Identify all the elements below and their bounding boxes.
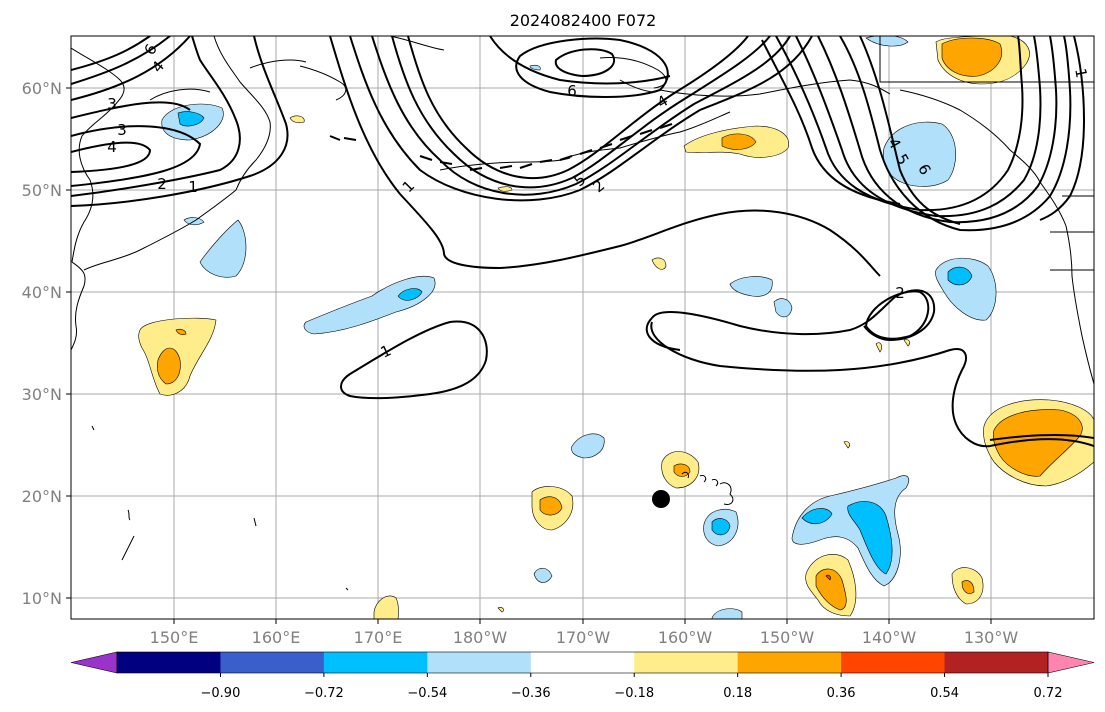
colorbar-segment: [117, 652, 221, 673]
negative-anomaly-region: [729, 276, 773, 297]
negative-anomaly-region: [571, 433, 605, 459]
contour-label: 1: [1071, 67, 1090, 80]
colorbar-segment: [737, 652, 842, 673]
colorbar-tick-label: 0.18: [723, 686, 752, 701]
contour-lines: [71, 36, 1094, 448]
colorbar-tick-label: −0.18: [614, 686, 654, 701]
storm-center-dot: [652, 490, 670, 508]
positive-anomaly-region: [289, 115, 305, 124]
lon-label: 160°E: [252, 628, 301, 647]
positive-anomaly-region: [651, 257, 667, 270]
lat-label: 40°N: [22, 283, 62, 302]
negative-anomaly-region: [533, 567, 553, 583]
lon-label: 170°W: [556, 628, 611, 647]
colorbar-segment: [323, 652, 428, 673]
latitude-labels: 10°N 20°N 30°N 40°N 50°N 60°N: [22, 79, 62, 608]
positive-anomaly-region: [815, 568, 847, 611]
gridlines: [71, 36, 1094, 619]
contour-label: 1: [188, 178, 198, 196]
positive-anomaly-region: [875, 342, 882, 353]
positive-anomaly-region: [497, 186, 513, 192]
aleutian-islands: [329, 123, 673, 171]
lat-label: 20°N: [22, 487, 62, 506]
colorbar: −0.90 −0.72 −0.54 −0.36 −0.18 0.18 0.36 0.54 0.7…: [70, 651, 1095, 701]
positive-anomaly-region: [721, 133, 757, 150]
contour-label: 4: [107, 138, 117, 156]
lat-label: 30°N: [22, 385, 62, 404]
contour-label: 3: [117, 121, 127, 139]
colorbar-tick-label: −0.90: [201, 686, 241, 701]
negative-anomaly-region: [303, 275, 436, 335]
longitude-labels: 150°E 160°E 170°E 180°W 170°W 160°W 150°…: [150, 628, 1019, 647]
negative-anomaly-region: [947, 266, 973, 286]
map-area: 6 4 3 3 4 2 1 1 6 4 5 2 4 5 6 1 2 1: [71, 36, 1094, 619]
negative-anomaly-region: [529, 64, 541, 71]
negative-anomaly-region: [711, 518, 731, 536]
contour-label: 6: [567, 82, 577, 100]
negative-anomaly-region: [177, 111, 205, 127]
positive-anomaly-region: [825, 574, 831, 581]
map-title: 2024082400 F072: [510, 11, 657, 30]
colorbar-segment: [530, 652, 635, 673]
negative-anomaly-region: [397, 288, 423, 301]
positive-anomaly-region: [843, 441, 850, 449]
colorbar-segment: [944, 652, 1049, 673]
positive-anomaly-region: [961, 580, 975, 594]
tick-marks: [66, 87, 992, 624]
colorbar-segment: [427, 652, 532, 673]
positive-anomaly-region: [903, 339, 910, 347]
negative-anomaly-region: [801, 508, 833, 525]
lon-label: 160°W: [658, 628, 713, 647]
colorbar-extend-high: [1047, 651, 1095, 674]
lon-label: 130°W: [964, 628, 1019, 647]
positive-anomaly-region: [175, 328, 187, 336]
colorbar-tick-label: −0.54: [407, 686, 447, 701]
positive-anomaly-region: [497, 607, 504, 613]
lon-label: 170°E: [354, 628, 403, 647]
lon-label: 150°W: [760, 628, 815, 647]
negative-anomaly-region: [847, 501, 893, 575]
colorbar-tick-label: −0.36: [511, 686, 551, 701]
colorbar-tick-label: 0.36: [827, 686, 856, 701]
lon-label: 180°W: [453, 628, 508, 647]
lon-label: 140°W: [862, 628, 917, 647]
lat-label: 60°N: [22, 79, 62, 98]
coastlines: [71, 36, 1094, 591]
positive-anomaly-region: [673, 463, 691, 477]
colorbar-segment: [841, 652, 946, 673]
positive-anomaly-region: [992, 409, 1083, 477]
negative-anomaly-region: [865, 36, 909, 47]
colorbar-tick-label: 0.72: [1034, 686, 1063, 701]
positive-anomaly-region: [539, 496, 563, 516]
negative-anomaly-region: [773, 298, 793, 318]
negative-anomaly-region: [711, 608, 743, 619]
contour-label: 3: [107, 95, 117, 113]
positive-anomaly-region: [156, 347, 181, 385]
anomaly-fills: [138, 36, 1094, 619]
lat-label: 50°N: [22, 181, 62, 200]
colorbar-segment: [220, 652, 325, 673]
lat-label: 10°N: [22, 589, 62, 608]
positive-anomaly-region: [941, 37, 1002, 77]
colorbar-tick-label: 0.54: [930, 686, 959, 701]
lon-label: 150°E: [150, 628, 199, 647]
negative-anomaly-region: [199, 219, 247, 278]
colorbar-extend-low: [70, 651, 118, 674]
contour-label: 2: [157, 175, 167, 193]
colorbar-segment: [634, 652, 739, 673]
colorbar-frame: [116, 651, 1049, 674]
colorbar-tick-label: −0.72: [304, 686, 344, 701]
contour-label: 2: [895, 284, 905, 302]
